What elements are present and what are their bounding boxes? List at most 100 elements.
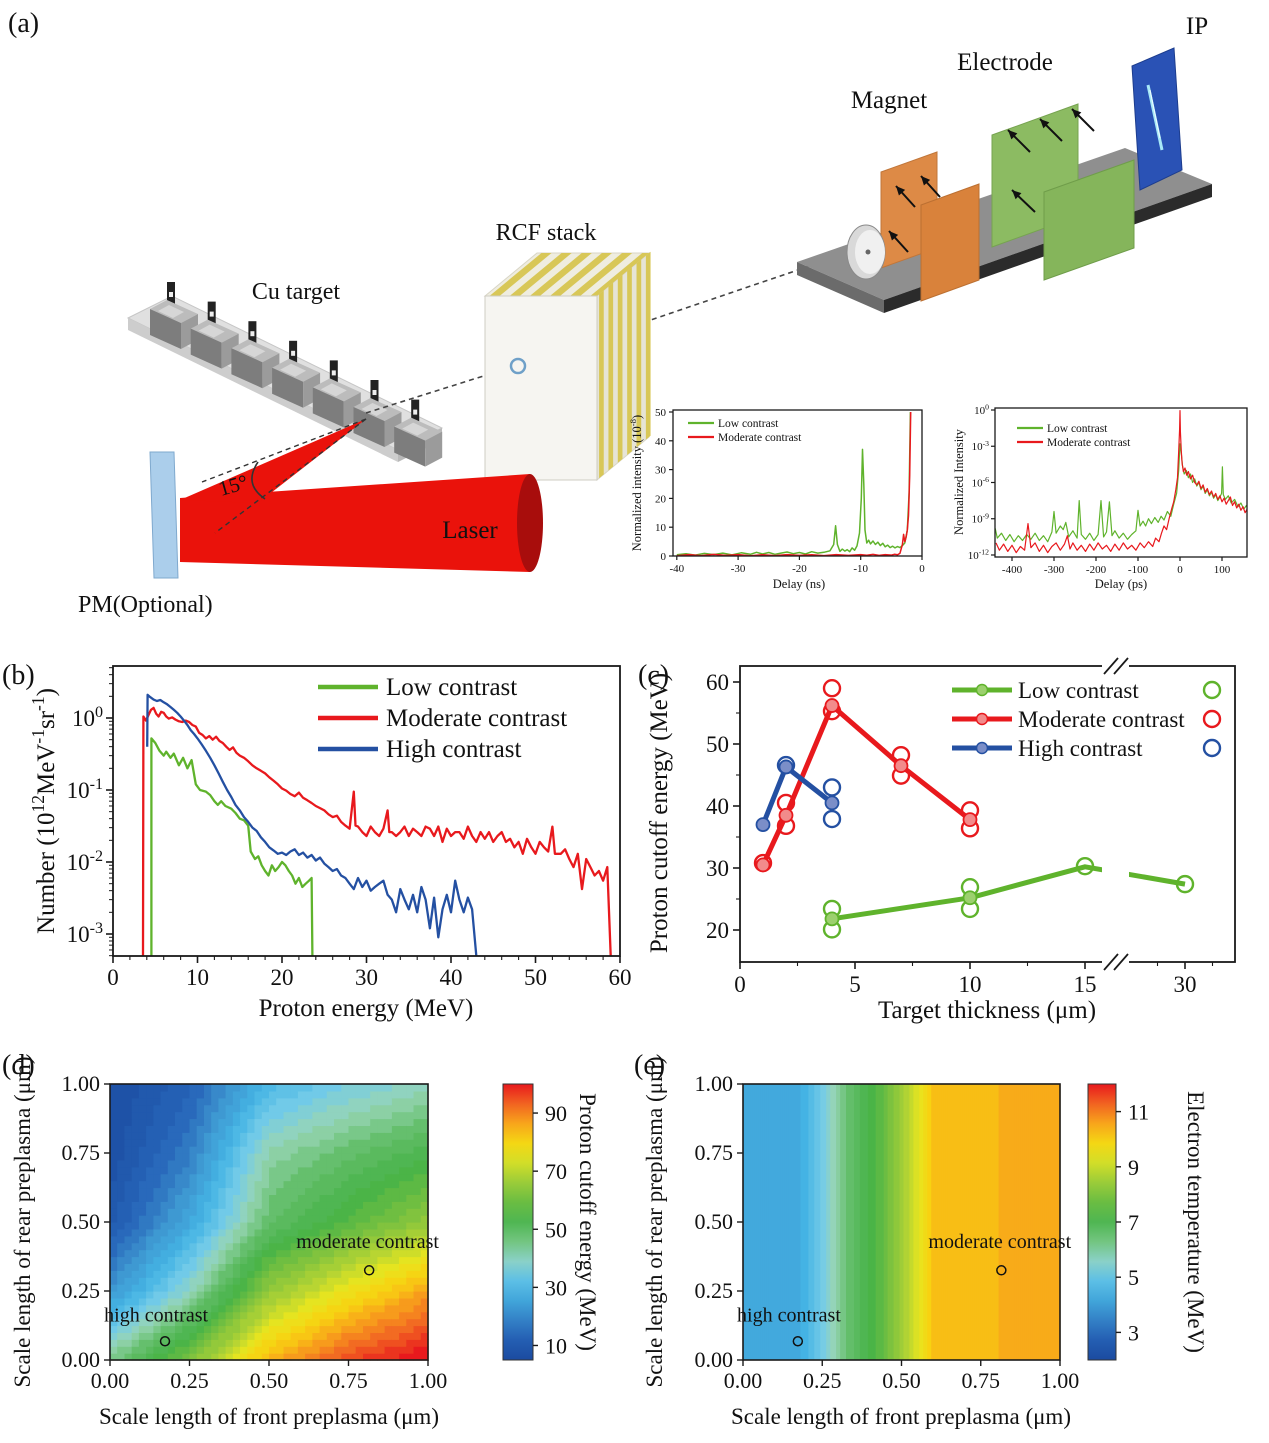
heat-strip xyxy=(885,1084,889,1360)
heat-cell xyxy=(117,1159,125,1168)
heat-cell xyxy=(124,1173,133,1182)
legend-open-circle-moderate xyxy=(1202,709,1222,729)
x-tick-label: 0.50 xyxy=(250,1368,289,1393)
heat-cell xyxy=(225,1187,234,1195)
heat-cell xyxy=(326,1235,335,1244)
heat-cell xyxy=(413,1256,422,1264)
heat-cell xyxy=(326,1297,335,1306)
heat-cell xyxy=(312,1291,321,1299)
heat-cell xyxy=(247,1311,256,1320)
heat-cell xyxy=(196,1353,205,1361)
heat-cell xyxy=(406,1090,415,1099)
heat-cell xyxy=(138,1270,147,1278)
heat-cell xyxy=(326,1263,335,1271)
heat-cell xyxy=(377,1228,386,1237)
heat-cell xyxy=(341,1249,350,1258)
heat-cell xyxy=(348,1242,357,1251)
heat-cell xyxy=(406,1111,415,1120)
heat-cell xyxy=(399,1146,407,1154)
heat-cell xyxy=(269,1118,277,1126)
heatmap-cells xyxy=(110,1084,429,1361)
heat-cell xyxy=(225,1194,234,1202)
heat-cell xyxy=(363,1297,371,1306)
heat-cell xyxy=(175,1277,183,1285)
heat-cell xyxy=(204,1291,212,1299)
block-top-plate xyxy=(402,422,429,436)
heat-cell xyxy=(305,1284,313,1292)
heat-cell xyxy=(326,1084,335,1092)
heat-cell xyxy=(297,1180,306,1189)
heat-cell xyxy=(138,1125,147,1133)
heat-cell xyxy=(247,1235,256,1244)
heat-cell xyxy=(276,1125,284,1133)
heat-cell xyxy=(420,1256,429,1264)
heat-cell xyxy=(297,1153,306,1161)
heat-cell xyxy=(261,1159,270,1168)
heat-cell xyxy=(124,1215,133,1223)
x-tick-label: 30 xyxy=(355,965,378,990)
heat-cell xyxy=(189,1277,198,1285)
heat-cell xyxy=(160,1270,169,1278)
heat-cell xyxy=(153,1132,162,1140)
heat-cell xyxy=(160,1090,169,1099)
heat-cell xyxy=(261,1263,270,1271)
heat-cell xyxy=(420,1263,429,1271)
heat-cell xyxy=(305,1201,313,1209)
heat-cell xyxy=(261,1249,270,1258)
heat-cell xyxy=(124,1325,133,1333)
heat-cell xyxy=(399,1097,407,1106)
heat-strip xyxy=(857,1084,861,1360)
block-front-face xyxy=(231,348,263,389)
heat-cell xyxy=(167,1084,176,1092)
heat-cell xyxy=(131,1118,140,1126)
heat-cell xyxy=(334,1125,342,1133)
heat-cell xyxy=(153,1090,162,1099)
heat-cell xyxy=(399,1228,407,1237)
heat-cell xyxy=(240,1297,248,1306)
heat-cell xyxy=(175,1242,183,1251)
heat-strip xyxy=(1026,1084,1029,1360)
heat-cell xyxy=(254,1111,263,1120)
heat-cell xyxy=(110,1304,118,1313)
heat-cell xyxy=(240,1180,248,1189)
heat-cell xyxy=(175,1346,183,1354)
heat-strip xyxy=(919,1084,922,1360)
heat-cell xyxy=(363,1235,371,1244)
heat-cell xyxy=(290,1153,299,1161)
heat-cell xyxy=(297,1263,306,1271)
heat-strip xyxy=(1018,1084,1021,1360)
heat-cell xyxy=(391,1228,400,1237)
heat-cell xyxy=(377,1180,386,1189)
heat-cell xyxy=(276,1187,284,1195)
heat-cell xyxy=(204,1132,212,1140)
heat-cell xyxy=(370,1139,378,1147)
heat-cell xyxy=(218,1132,227,1140)
heat-cell xyxy=(363,1118,371,1126)
heat-cell xyxy=(305,1242,313,1251)
heat-cell xyxy=(247,1325,256,1333)
heat-cell xyxy=(334,1201,342,1209)
heat-cell xyxy=(175,1353,183,1361)
heat-cell xyxy=(384,1270,393,1278)
heat-cell xyxy=(196,1201,205,1209)
heat-cell xyxy=(146,1297,154,1306)
heat-cell xyxy=(269,1249,277,1258)
heat-cell xyxy=(225,1104,234,1113)
heat-strip xyxy=(881,1084,885,1360)
heat-cell xyxy=(413,1353,422,1361)
heat-cell xyxy=(175,1166,183,1175)
heat-cell xyxy=(240,1242,248,1251)
heat-cell xyxy=(305,1187,313,1195)
heat-cell xyxy=(391,1353,400,1361)
heat-cell xyxy=(363,1104,371,1113)
heat-cell xyxy=(319,1353,328,1361)
heat-cell xyxy=(160,1146,169,1154)
heat-cell xyxy=(384,1291,393,1299)
heat-cell xyxy=(146,1228,154,1237)
heat-cell xyxy=(225,1097,234,1106)
heat-strip xyxy=(854,1084,857,1360)
x-tick-label: 10 xyxy=(959,972,982,997)
heat-cell xyxy=(182,1097,191,1106)
heat-cell xyxy=(413,1090,422,1099)
